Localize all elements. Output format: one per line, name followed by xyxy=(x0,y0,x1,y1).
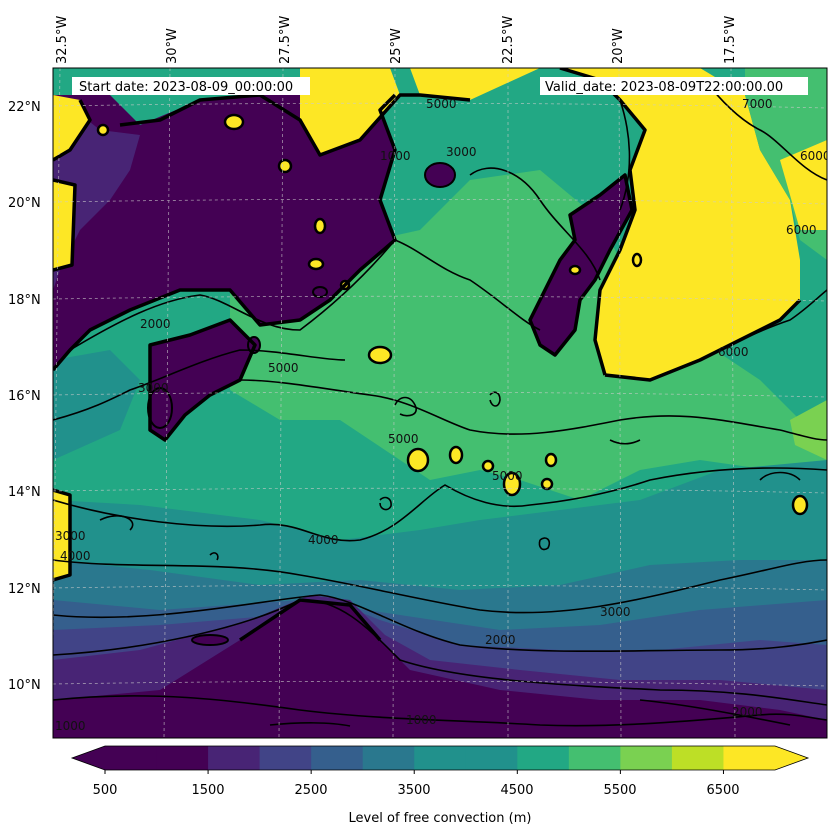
contour-label: 5000 xyxy=(388,432,419,446)
colorbar-segment xyxy=(620,746,673,770)
contour-label: 2000 xyxy=(732,705,763,719)
colorbar-extend-high xyxy=(775,746,808,770)
longitude-labels: 32.5°W 30°W 27.5°W 25°W 22.5°W 20°W 17.5… xyxy=(55,16,738,64)
field-nw-dark xyxy=(53,95,395,370)
colorbar-segment xyxy=(671,746,724,770)
field-east-blob xyxy=(530,175,632,355)
colorbar-tick-label: 500 xyxy=(93,783,118,798)
field-west-yellow-2 xyxy=(53,490,70,580)
colorbar-segment xyxy=(517,746,570,770)
colorbar-segment xyxy=(568,746,621,770)
contour-label: 1000 xyxy=(380,149,411,163)
lon-label: 27.5°W xyxy=(278,16,293,64)
contour-label: 5000 xyxy=(268,361,299,375)
contour-label: 3000 xyxy=(55,529,86,543)
colorbar-ticks: 500 1500 2500 3500 4500 5500 6500 xyxy=(93,783,740,798)
contour-label: 5000 xyxy=(492,469,523,483)
contour-label: 7000 xyxy=(742,97,773,111)
contour-label: 2000 xyxy=(140,317,171,331)
colorbar-tick-label: 5500 xyxy=(603,783,636,798)
lat-label: 18°N xyxy=(8,293,41,308)
lat-label: 12°N xyxy=(8,582,41,597)
lat-label: 20°N xyxy=(8,196,41,211)
lon-label: 17.5°W xyxy=(723,16,738,64)
contour-label: 3000 xyxy=(600,605,631,619)
contour-label: 1000 xyxy=(406,713,437,727)
colorbar-tick-label: 1500 xyxy=(191,783,224,798)
valid-date-box xyxy=(540,77,808,95)
colorbar-label: Level of free convection (m) xyxy=(349,811,532,826)
colorbar-segment xyxy=(156,746,209,770)
lon-label: 22.5°W xyxy=(501,16,516,64)
contour-label: 4000 xyxy=(60,549,91,563)
map-frame xyxy=(52,67,828,739)
contour-label: 1000 xyxy=(55,719,86,733)
contour-label: 2000 xyxy=(485,633,516,647)
lon-label: 32.5°W xyxy=(55,16,70,64)
start-date-text: Start date: 2023-08-09_00:00:00 xyxy=(79,80,293,95)
contour-label: 3000 xyxy=(446,145,477,159)
field-west-finger xyxy=(150,320,255,440)
lat-label: 16°N xyxy=(8,389,41,404)
lat-label: 10°N xyxy=(8,678,41,693)
latitude-labels: 22°N 20°N 18°N 16°N 14°N 12°N 10°N xyxy=(8,100,41,693)
field-nw-mid xyxy=(53,110,140,290)
contour-label: 6000 xyxy=(800,149,831,163)
colorbar-segment xyxy=(259,746,312,770)
colorbar-tick-label: 3500 xyxy=(397,783,430,798)
field-n-yellow-2 xyxy=(300,68,400,155)
thick-contours xyxy=(53,68,802,642)
lon-label: 25°W xyxy=(389,28,404,64)
contour-label: 4000 xyxy=(308,533,339,547)
contour-label: 6000 xyxy=(718,345,749,359)
contour-label-group: 5000 5000 5000 5000 4000 4000 3000 3000 … xyxy=(55,97,831,733)
contour-lines xyxy=(53,79,827,727)
colorbar-tick-label: 6500 xyxy=(706,783,739,798)
contour-label: 3000 xyxy=(138,381,169,395)
map-area: 5000 5000 5000 5000 4000 4000 3000 3000 … xyxy=(53,68,831,738)
valid-date-text: Valid_date: 2023-08-09T22:00:00.00 xyxy=(545,80,783,95)
colorbar-segment xyxy=(723,746,776,770)
colorbar-outline xyxy=(70,745,810,771)
colorbar-extend-low xyxy=(72,746,105,770)
colorbar-tick-label: 2500 xyxy=(294,783,327,798)
yellow-cells xyxy=(96,113,809,516)
contour-label: 6000 xyxy=(786,223,817,237)
field-ne-yellow-2 xyxy=(780,140,827,230)
colorbar-segment xyxy=(311,746,364,770)
lat-label: 22°N xyxy=(8,100,41,115)
colorbar-segment xyxy=(414,746,467,770)
colorbar-segment xyxy=(465,746,518,770)
start-date-box xyxy=(72,77,310,95)
lon-label: 30°W xyxy=(165,28,180,64)
contour-label: 5000 xyxy=(426,97,457,111)
colorbar xyxy=(70,745,810,774)
field-north-yellow xyxy=(53,68,540,100)
colorbar-segment xyxy=(208,746,261,770)
colorbar-segment xyxy=(105,746,158,770)
lon-label: 20°W xyxy=(611,28,626,64)
colorbar-tick-label: 4500 xyxy=(500,783,533,798)
field-e-green xyxy=(790,400,827,460)
field-nw-yellow xyxy=(53,95,90,160)
lat-label: 14°N xyxy=(8,485,41,500)
colorbar-segment xyxy=(362,746,415,770)
